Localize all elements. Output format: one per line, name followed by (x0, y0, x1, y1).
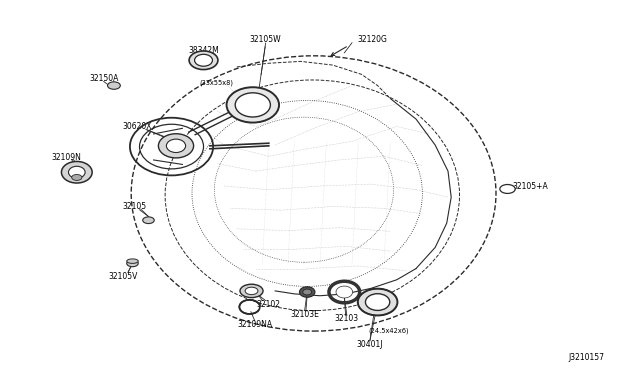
Circle shape (240, 284, 263, 298)
Ellipse shape (336, 286, 353, 298)
Ellipse shape (127, 259, 138, 263)
Circle shape (108, 82, 120, 89)
Text: 32105V: 32105V (108, 272, 138, 280)
Text: 32120G: 32120G (357, 35, 387, 44)
Ellipse shape (227, 87, 279, 123)
Text: 30401J: 30401J (356, 340, 383, 349)
Circle shape (127, 260, 138, 267)
Text: 32105+A: 32105+A (512, 182, 548, 191)
Ellipse shape (68, 166, 85, 178)
Ellipse shape (358, 289, 397, 315)
Text: (33x55x8): (33x55x8) (199, 79, 234, 86)
Circle shape (143, 217, 154, 224)
Text: (24.5x42x6): (24.5x42x6) (369, 328, 410, 334)
Circle shape (245, 287, 258, 295)
Ellipse shape (189, 51, 218, 70)
Ellipse shape (159, 134, 193, 158)
Ellipse shape (300, 287, 315, 297)
Text: 32109N: 32109N (51, 153, 81, 162)
Text: 32105W: 32105W (250, 35, 282, 44)
Text: J3210157: J3210157 (569, 353, 605, 362)
Ellipse shape (195, 54, 212, 66)
Text: 32150A: 32150A (89, 74, 118, 83)
Circle shape (500, 185, 515, 193)
Ellipse shape (166, 139, 186, 153)
Ellipse shape (365, 294, 390, 310)
Ellipse shape (61, 161, 92, 183)
Text: 32109NA: 32109NA (237, 320, 272, 329)
Text: 32103: 32103 (335, 314, 359, 323)
Text: 32105: 32105 (122, 202, 147, 211)
Text: 30620X: 30620X (123, 122, 152, 131)
Text: 38342M: 38342M (188, 46, 219, 55)
Circle shape (72, 174, 82, 180)
Ellipse shape (303, 289, 312, 295)
Ellipse shape (236, 93, 271, 117)
Text: 32103E: 32103E (290, 310, 319, 319)
Text: 32102: 32102 (257, 300, 281, 309)
